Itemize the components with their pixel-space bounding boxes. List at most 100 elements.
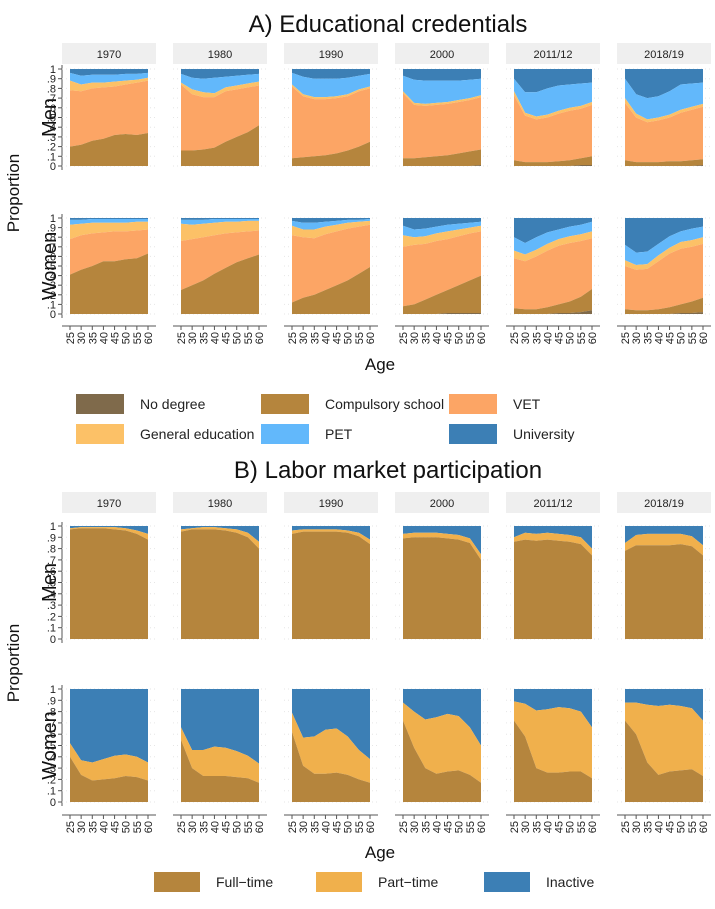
area-full-time: [181, 529, 259, 639]
x-tick-label: 30: [298, 821, 310, 833]
x-tick-label: 30: [631, 332, 643, 344]
area-compulsory-school: [625, 297, 703, 314]
y-tick-label: .3: [47, 132, 56, 144]
legend: Full−time Part−time Inactive: [154, 872, 594, 892]
y-tick-label: .2: [47, 142, 56, 154]
area-university: [625, 218, 703, 253]
legend-label: No degree: [140, 396, 206, 412]
y-tick-label: 0: [50, 309, 56, 321]
x-tick-label: 25: [287, 821, 299, 833]
x-tick-label: 45: [332, 332, 344, 344]
legend-label: Full−time: [216, 874, 273, 890]
legend: No degree Compulsory school VET General edu…: [76, 394, 574, 444]
y-tick-label: .3: [47, 763, 56, 775]
area-compulsory-school: [181, 254, 259, 314]
panel-men-2000: [395, 68, 489, 167]
panel-women-1980: 25 30 35 40 45 50 55 60: [173, 217, 267, 344]
x-tick-label: 55: [687, 821, 699, 833]
panel-title: 1990: [319, 49, 343, 61]
x-tick-label: 50: [232, 821, 244, 833]
x-tick-label: 35: [420, 821, 432, 833]
x-tick-label: 55: [576, 821, 588, 833]
x-tick-label: 40: [320, 332, 332, 344]
x-tick-label: 25: [65, 821, 77, 833]
y-tick-label: .4: [47, 271, 56, 283]
x-tick-label: 55: [354, 821, 366, 833]
panel-title: 2011/12: [534, 498, 573, 510]
panel-men-1990: [284, 525, 378, 640]
area-university: [403, 218, 481, 230]
panel-men-1970: [62, 525, 156, 640]
x-tick-label: 40: [653, 821, 665, 833]
x-tick-label: 45: [110, 821, 122, 833]
panel-strip: [617, 492, 711, 513]
x-tick-label: 25: [509, 332, 521, 344]
panel-women-1990: 25 30 35 40 45 50 55 60: [284, 217, 378, 344]
x-tick-label: 40: [431, 821, 443, 833]
y-axis-title: Proportion: [4, 154, 23, 232]
area-university: [70, 69, 148, 76]
area-general-education: [514, 231, 592, 262]
x-tick-label: 25: [65, 332, 77, 344]
area-part-time: [514, 532, 592, 556]
area-full-time: [514, 539, 592, 639]
x-tick-label: 60: [476, 332, 488, 344]
area-inactive: [403, 526, 481, 555]
x-tick-label: 35: [531, 821, 543, 833]
y-tick-label: 0: [50, 634, 56, 646]
x-tick-label: 50: [121, 332, 133, 344]
legend-item: Full−time: [154, 872, 273, 892]
panel-men-1980: [173, 68, 267, 167]
x-tick-label: 60: [698, 821, 710, 833]
y-tick-label: .8: [47, 544, 56, 556]
x-axis-title: Age: [365, 843, 395, 862]
area-vet: [181, 230, 259, 290]
area-compulsory-school: [292, 141, 370, 166]
legend-label: VET: [513, 396, 541, 412]
panel-men-2011-12: [506, 525, 600, 640]
area-compulsory-school: [403, 275, 481, 314]
area-vet: [514, 238, 592, 310]
area-compulsory-school: [181, 125, 259, 166]
area-vet: [514, 95, 592, 163]
y-tick-label: .7: [47, 555, 56, 567]
y-tick-label: .9: [47, 695, 56, 707]
area-pet: [625, 226, 703, 265]
panel-women-2000: 25 30 35 40 45 50 55 60: [395, 688, 489, 833]
row-label: Men: [39, 563, 61, 602]
section-educational-credentials: A) Educational credentials 1970 1980 1990 2…: [4, 11, 711, 444]
y-tick-label: .8: [47, 707, 56, 719]
x-tick-label: 25: [620, 821, 632, 833]
x-tick-label: 30: [298, 332, 310, 344]
y-tick-label: .5: [47, 578, 56, 590]
x-tick-label: 50: [454, 332, 466, 344]
panel-men-2011-12: [506, 68, 600, 167]
area-inactive: [70, 689, 148, 763]
y-tick-label: .6: [47, 103, 56, 115]
area-full-time: [292, 731, 370, 802]
x-tick-label: 35: [642, 332, 654, 344]
y-tick-label: .1: [47, 623, 56, 635]
x-tick-label: 55: [576, 332, 588, 344]
panel-men-1970: [62, 68, 156, 167]
x-tick-label: 35: [87, 821, 99, 833]
area-inactive: [514, 689, 592, 728]
area-no-degree: [514, 310, 592, 314]
legend-label: University: [513, 426, 574, 442]
panel-strip: [395, 43, 489, 64]
x-tick-label: 25: [398, 332, 410, 344]
y-tick-label: .9: [47, 223, 56, 235]
legend-swatch: [484, 872, 530, 892]
y-tick-label: .9: [47, 532, 56, 544]
x-tick-label: 40: [98, 332, 110, 344]
x-tick-label: 45: [221, 821, 233, 833]
area-general-education: [625, 98, 703, 123]
area-compulsory-school: [514, 156, 592, 166]
x-tick-label: 40: [431, 332, 443, 344]
panel-strip: [506, 43, 600, 64]
area-university: [403, 69, 481, 81]
panel-title: 1980: [208, 49, 232, 61]
panel-men-1990: [284, 68, 378, 167]
x-tick-label: 40: [542, 821, 554, 833]
x-tick-label: 50: [676, 332, 688, 344]
